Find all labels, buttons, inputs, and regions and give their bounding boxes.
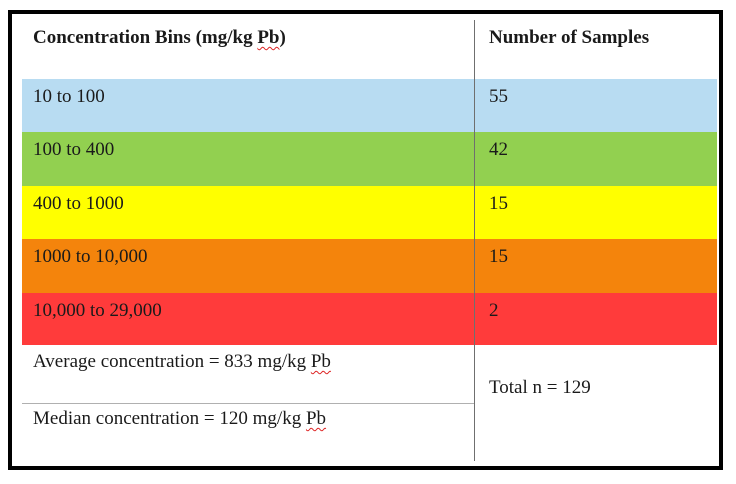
table-row: 100 to 400 42: [22, 132, 717, 186]
sample-count: 15: [474, 186, 717, 239]
sample-count: 15: [474, 239, 717, 293]
table-row: 1000 to 10,000 15: [22, 239, 717, 293]
average-text: Average concentration = 833 mg/kg: [33, 351, 311, 372]
median-unit: Pb: [305, 408, 327, 429]
header-number-of-samples: Number of Samples: [474, 20, 717, 79]
total-samples: Total n = 129: [474, 345, 717, 461]
stats-divider: [22, 403, 474, 404]
concentration-table: Concentration Bins (mg/kg Pb) Number of …: [22, 20, 717, 461]
header-col1-suffix: ): [279, 27, 286, 48]
table-row: 10,000 to 29,000 2: [22, 293, 717, 345]
average-unit: Pb: [310, 351, 331, 372]
bin-label: 400 to 1000: [33, 193, 124, 214]
header-col1-unit: Pb: [257, 27, 280, 48]
total-text: Total n = 129: [489, 377, 591, 398]
header-concentration-bins: Concentration Bins (mg/kg Pb): [22, 20, 474, 79]
median-concentration: Median concentration = 120 mg/kg Pb: [22, 408, 474, 430]
median-text: Median concentration = 120 mg/kg: [33, 408, 306, 429]
sample-count: 2: [474, 293, 717, 345]
table-row: 400 to 1000 15: [22, 186, 717, 239]
table-row: 10 to 100 55: [22, 79, 717, 132]
sample-count: 42: [474, 132, 717, 186]
bin-label: 100 to 400: [33, 139, 115, 160]
table-header-row: Concentration Bins (mg/kg Pb) Number of …: [22, 20, 717, 79]
column-divider: [474, 20, 475, 461]
bin-label: 10,000 to 29,000: [33, 300, 162, 321]
bin-label: 10 to 100: [33, 86, 105, 107]
sample-count: 55: [474, 79, 717, 132]
bin-label: 1000 to 10,000: [33, 246, 148, 267]
average-concentration: Average concentration = 833 mg/kg Pb: [22, 351, 474, 373]
header-col1-prefix: Concentration Bins (mg/kg: [33, 27, 258, 48]
